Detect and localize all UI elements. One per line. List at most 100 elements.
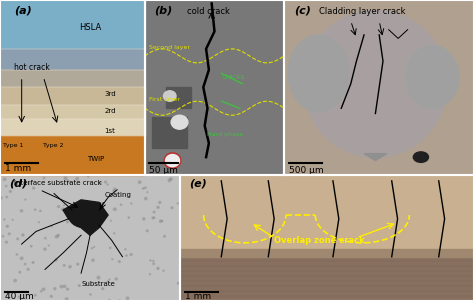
Ellipse shape xyxy=(82,201,83,202)
Text: cold crack: cold crack xyxy=(186,7,229,16)
Ellipse shape xyxy=(150,260,151,261)
Text: (e): (e) xyxy=(190,178,207,188)
Ellipse shape xyxy=(35,209,36,210)
Ellipse shape xyxy=(159,201,161,203)
Bar xyxy=(0,175,180,301)
Ellipse shape xyxy=(100,203,102,204)
Bar xyxy=(165,87,191,108)
Polygon shape xyxy=(303,11,447,157)
Ellipse shape xyxy=(35,295,36,296)
Ellipse shape xyxy=(161,220,163,222)
Ellipse shape xyxy=(62,208,64,210)
Ellipse shape xyxy=(20,257,23,260)
Bar xyxy=(0,0,145,175)
Bar xyxy=(0,87,145,105)
Bar xyxy=(0,119,145,136)
Ellipse shape xyxy=(101,288,104,290)
Ellipse shape xyxy=(97,276,100,279)
Text: (c): (c) xyxy=(294,5,311,15)
Ellipse shape xyxy=(63,285,66,287)
Ellipse shape xyxy=(40,210,41,212)
Text: HSLA: HSLA xyxy=(80,23,102,32)
Text: Type 2: Type 2 xyxy=(44,143,64,148)
Ellipse shape xyxy=(143,218,145,220)
Ellipse shape xyxy=(153,263,155,265)
Ellipse shape xyxy=(92,226,93,227)
Ellipse shape xyxy=(138,181,141,184)
Ellipse shape xyxy=(171,207,173,209)
Ellipse shape xyxy=(157,267,159,269)
Polygon shape xyxy=(364,154,387,161)
Ellipse shape xyxy=(30,245,32,247)
Ellipse shape xyxy=(115,278,118,280)
Ellipse shape xyxy=(165,154,180,167)
Bar xyxy=(152,117,186,148)
Bar xyxy=(180,249,474,257)
Ellipse shape xyxy=(17,238,18,240)
Polygon shape xyxy=(406,45,459,108)
Ellipse shape xyxy=(104,181,107,183)
Ellipse shape xyxy=(9,191,11,193)
Ellipse shape xyxy=(40,290,42,292)
Ellipse shape xyxy=(147,192,148,193)
Ellipse shape xyxy=(16,254,18,255)
Bar xyxy=(0,136,145,175)
Ellipse shape xyxy=(125,249,126,250)
Bar xyxy=(180,175,474,301)
Ellipse shape xyxy=(109,299,110,300)
Ellipse shape xyxy=(76,178,79,180)
Text: (a): (a) xyxy=(14,5,32,15)
Polygon shape xyxy=(63,200,108,235)
Text: Hard phase: Hard phase xyxy=(208,132,244,137)
Text: Substrate: Substrate xyxy=(81,281,115,287)
Ellipse shape xyxy=(120,204,122,205)
Ellipse shape xyxy=(4,219,5,220)
Ellipse shape xyxy=(159,220,162,222)
Text: Type 1: Type 1 xyxy=(3,143,23,148)
Ellipse shape xyxy=(51,226,52,227)
Ellipse shape xyxy=(32,262,34,263)
Ellipse shape xyxy=(43,177,45,179)
Ellipse shape xyxy=(107,281,109,282)
Text: 1st: 1st xyxy=(104,128,115,134)
Text: Coating: Coating xyxy=(104,192,131,198)
Text: hot crack: hot crack xyxy=(14,63,50,72)
Ellipse shape xyxy=(55,259,57,261)
Text: (d): (d) xyxy=(9,178,28,188)
Ellipse shape xyxy=(168,179,171,182)
Ellipse shape xyxy=(0,197,2,199)
Ellipse shape xyxy=(128,217,129,218)
Bar xyxy=(0,105,145,119)
Ellipse shape xyxy=(50,295,52,297)
Ellipse shape xyxy=(143,188,144,189)
Text: TWIP: TWIP xyxy=(87,156,104,162)
Ellipse shape xyxy=(14,279,17,282)
Polygon shape xyxy=(288,35,349,112)
Ellipse shape xyxy=(413,152,428,162)
Ellipse shape xyxy=(22,234,24,236)
Ellipse shape xyxy=(164,91,176,101)
Ellipse shape xyxy=(164,235,165,237)
Ellipse shape xyxy=(25,199,26,200)
Bar xyxy=(145,0,284,175)
Bar xyxy=(284,0,474,175)
Ellipse shape xyxy=(113,190,115,192)
Ellipse shape xyxy=(3,178,6,181)
Ellipse shape xyxy=(66,221,68,223)
Ellipse shape xyxy=(92,259,94,261)
Ellipse shape xyxy=(38,222,39,223)
Ellipse shape xyxy=(112,259,113,260)
Bar xyxy=(0,175,180,301)
Ellipse shape xyxy=(126,255,128,256)
Ellipse shape xyxy=(2,236,4,237)
Bar xyxy=(0,49,145,70)
Ellipse shape xyxy=(154,217,155,218)
Ellipse shape xyxy=(164,153,181,169)
Ellipse shape xyxy=(12,219,13,220)
Bar xyxy=(145,0,284,175)
Ellipse shape xyxy=(130,253,132,256)
Ellipse shape xyxy=(90,227,91,229)
Ellipse shape xyxy=(170,178,172,180)
Text: 1 mm: 1 mm xyxy=(185,293,211,301)
Ellipse shape xyxy=(33,187,35,189)
